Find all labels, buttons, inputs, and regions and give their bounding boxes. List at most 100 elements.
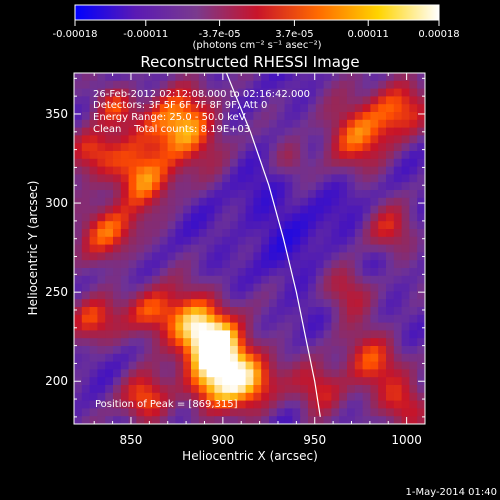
heatmap-cell xyxy=(401,190,410,199)
heatmap-cell xyxy=(245,283,254,292)
heatmap-cell xyxy=(222,96,231,105)
heatmap-cell xyxy=(378,322,387,331)
heatmap-cell xyxy=(323,385,332,394)
heatmap-cell xyxy=(378,127,387,136)
heatmap-cell xyxy=(175,221,184,230)
heatmap-cell xyxy=(292,346,301,355)
heatmap-cell xyxy=(362,307,371,316)
heatmap-cell xyxy=(214,190,223,199)
heatmap-cell xyxy=(144,268,153,277)
heatmap-cell xyxy=(370,244,379,253)
heatmap-cell xyxy=(362,143,371,152)
heatmap-cell xyxy=(354,268,364,277)
heatmap-cell xyxy=(261,190,270,199)
heatmap-cell xyxy=(417,252,425,261)
heatmap-cell xyxy=(245,135,254,144)
heatmap-cell xyxy=(362,346,371,355)
heatmap-cell xyxy=(89,197,98,207)
heatmap-cell xyxy=(354,260,364,269)
heatmap-cell xyxy=(175,119,184,129)
heatmap-cell xyxy=(120,307,130,316)
heatmap-cell xyxy=(261,291,270,300)
heatmap-cell xyxy=(105,213,114,222)
heatmap-cell xyxy=(261,392,270,402)
heatmap-cell xyxy=(113,291,122,300)
heatmap-cell xyxy=(370,158,379,168)
heatmap-cell xyxy=(183,346,192,355)
heatmap-cell xyxy=(183,252,192,261)
heatmap-cell xyxy=(362,244,371,253)
heatmap-cell xyxy=(276,268,286,277)
heatmap-cell xyxy=(245,244,254,253)
heatmap-cell xyxy=(105,119,114,129)
heatmap-cell xyxy=(339,299,348,308)
heatmap-cell xyxy=(120,166,130,175)
heatmap-cell xyxy=(331,385,340,394)
heatmap-cell xyxy=(183,322,192,331)
heatmap-cell xyxy=(136,158,145,168)
heatmap-cell xyxy=(245,166,254,175)
heatmap-cell xyxy=(315,283,325,292)
heatmap-cell xyxy=(175,244,184,253)
heatmap-cell xyxy=(113,377,122,386)
heatmap-cell xyxy=(315,104,325,113)
heatmap-cell xyxy=(245,369,254,378)
heatmap-cell xyxy=(245,119,254,129)
heatmap-cell xyxy=(300,353,309,363)
heatmap-cell xyxy=(206,416,215,424)
heatmap-cell xyxy=(74,283,83,292)
heatmap-cell xyxy=(198,268,208,277)
heatmap-cell xyxy=(276,244,286,253)
heatmap-cell xyxy=(253,135,262,144)
heatmap-cell xyxy=(378,73,387,82)
heatmap-cell xyxy=(409,80,418,90)
heatmap-cell xyxy=(378,330,387,339)
heatmap-cell xyxy=(230,205,239,214)
heatmap-cell xyxy=(276,80,286,90)
heatmap-cell xyxy=(354,80,364,90)
heatmap-cell xyxy=(128,104,137,113)
heatmap-cell xyxy=(128,346,137,355)
heatmap-cell xyxy=(214,385,223,394)
heatmap-cell xyxy=(276,127,286,136)
heatmap-cell xyxy=(261,416,270,424)
heatmap-cell xyxy=(128,158,137,168)
heatmap-cell xyxy=(81,221,91,230)
heatmap-cell xyxy=(300,291,309,300)
heatmap-cell xyxy=(152,307,161,316)
heatmap-cell xyxy=(393,244,403,253)
heatmap-cell xyxy=(409,229,418,238)
heatmap-cell xyxy=(362,151,371,160)
heatmap-cell xyxy=(276,166,286,175)
heatmap-cell xyxy=(386,197,395,207)
heatmap-cell xyxy=(159,182,169,191)
heatmap-cell xyxy=(253,252,262,261)
heatmap-cell xyxy=(393,127,403,136)
heatmap-cell xyxy=(128,244,137,253)
heatmap-cell xyxy=(393,283,403,292)
heatmap-cell xyxy=(370,377,379,386)
x-tick-label: 900 xyxy=(211,433,234,447)
heatmap-cell xyxy=(113,268,122,277)
heatmap-cell xyxy=(120,174,130,183)
heatmap-cell xyxy=(401,330,410,339)
heatmap-cell xyxy=(120,88,130,97)
heatmap-cell xyxy=(292,260,301,269)
heatmap-cell xyxy=(409,252,418,261)
heatmap-cell xyxy=(230,252,239,261)
heatmap-cell xyxy=(120,229,130,238)
heatmap-cell xyxy=(315,377,325,386)
heatmap-cell xyxy=(386,353,395,363)
heatmap-cell xyxy=(386,268,395,277)
heatmap-cell xyxy=(253,353,262,363)
heatmap-cell xyxy=(386,119,395,129)
heatmap-cell xyxy=(97,299,106,308)
colorbar-tick-label: -3.7e-05 xyxy=(199,29,241,40)
heatmap-cell xyxy=(74,353,83,363)
heatmap-cell xyxy=(362,353,371,363)
heatmap-cell xyxy=(136,143,145,152)
heatmap-cell xyxy=(74,260,83,269)
heatmap-cell xyxy=(136,338,145,347)
heatmap-cell xyxy=(120,330,130,339)
heatmap-cell xyxy=(81,252,91,261)
